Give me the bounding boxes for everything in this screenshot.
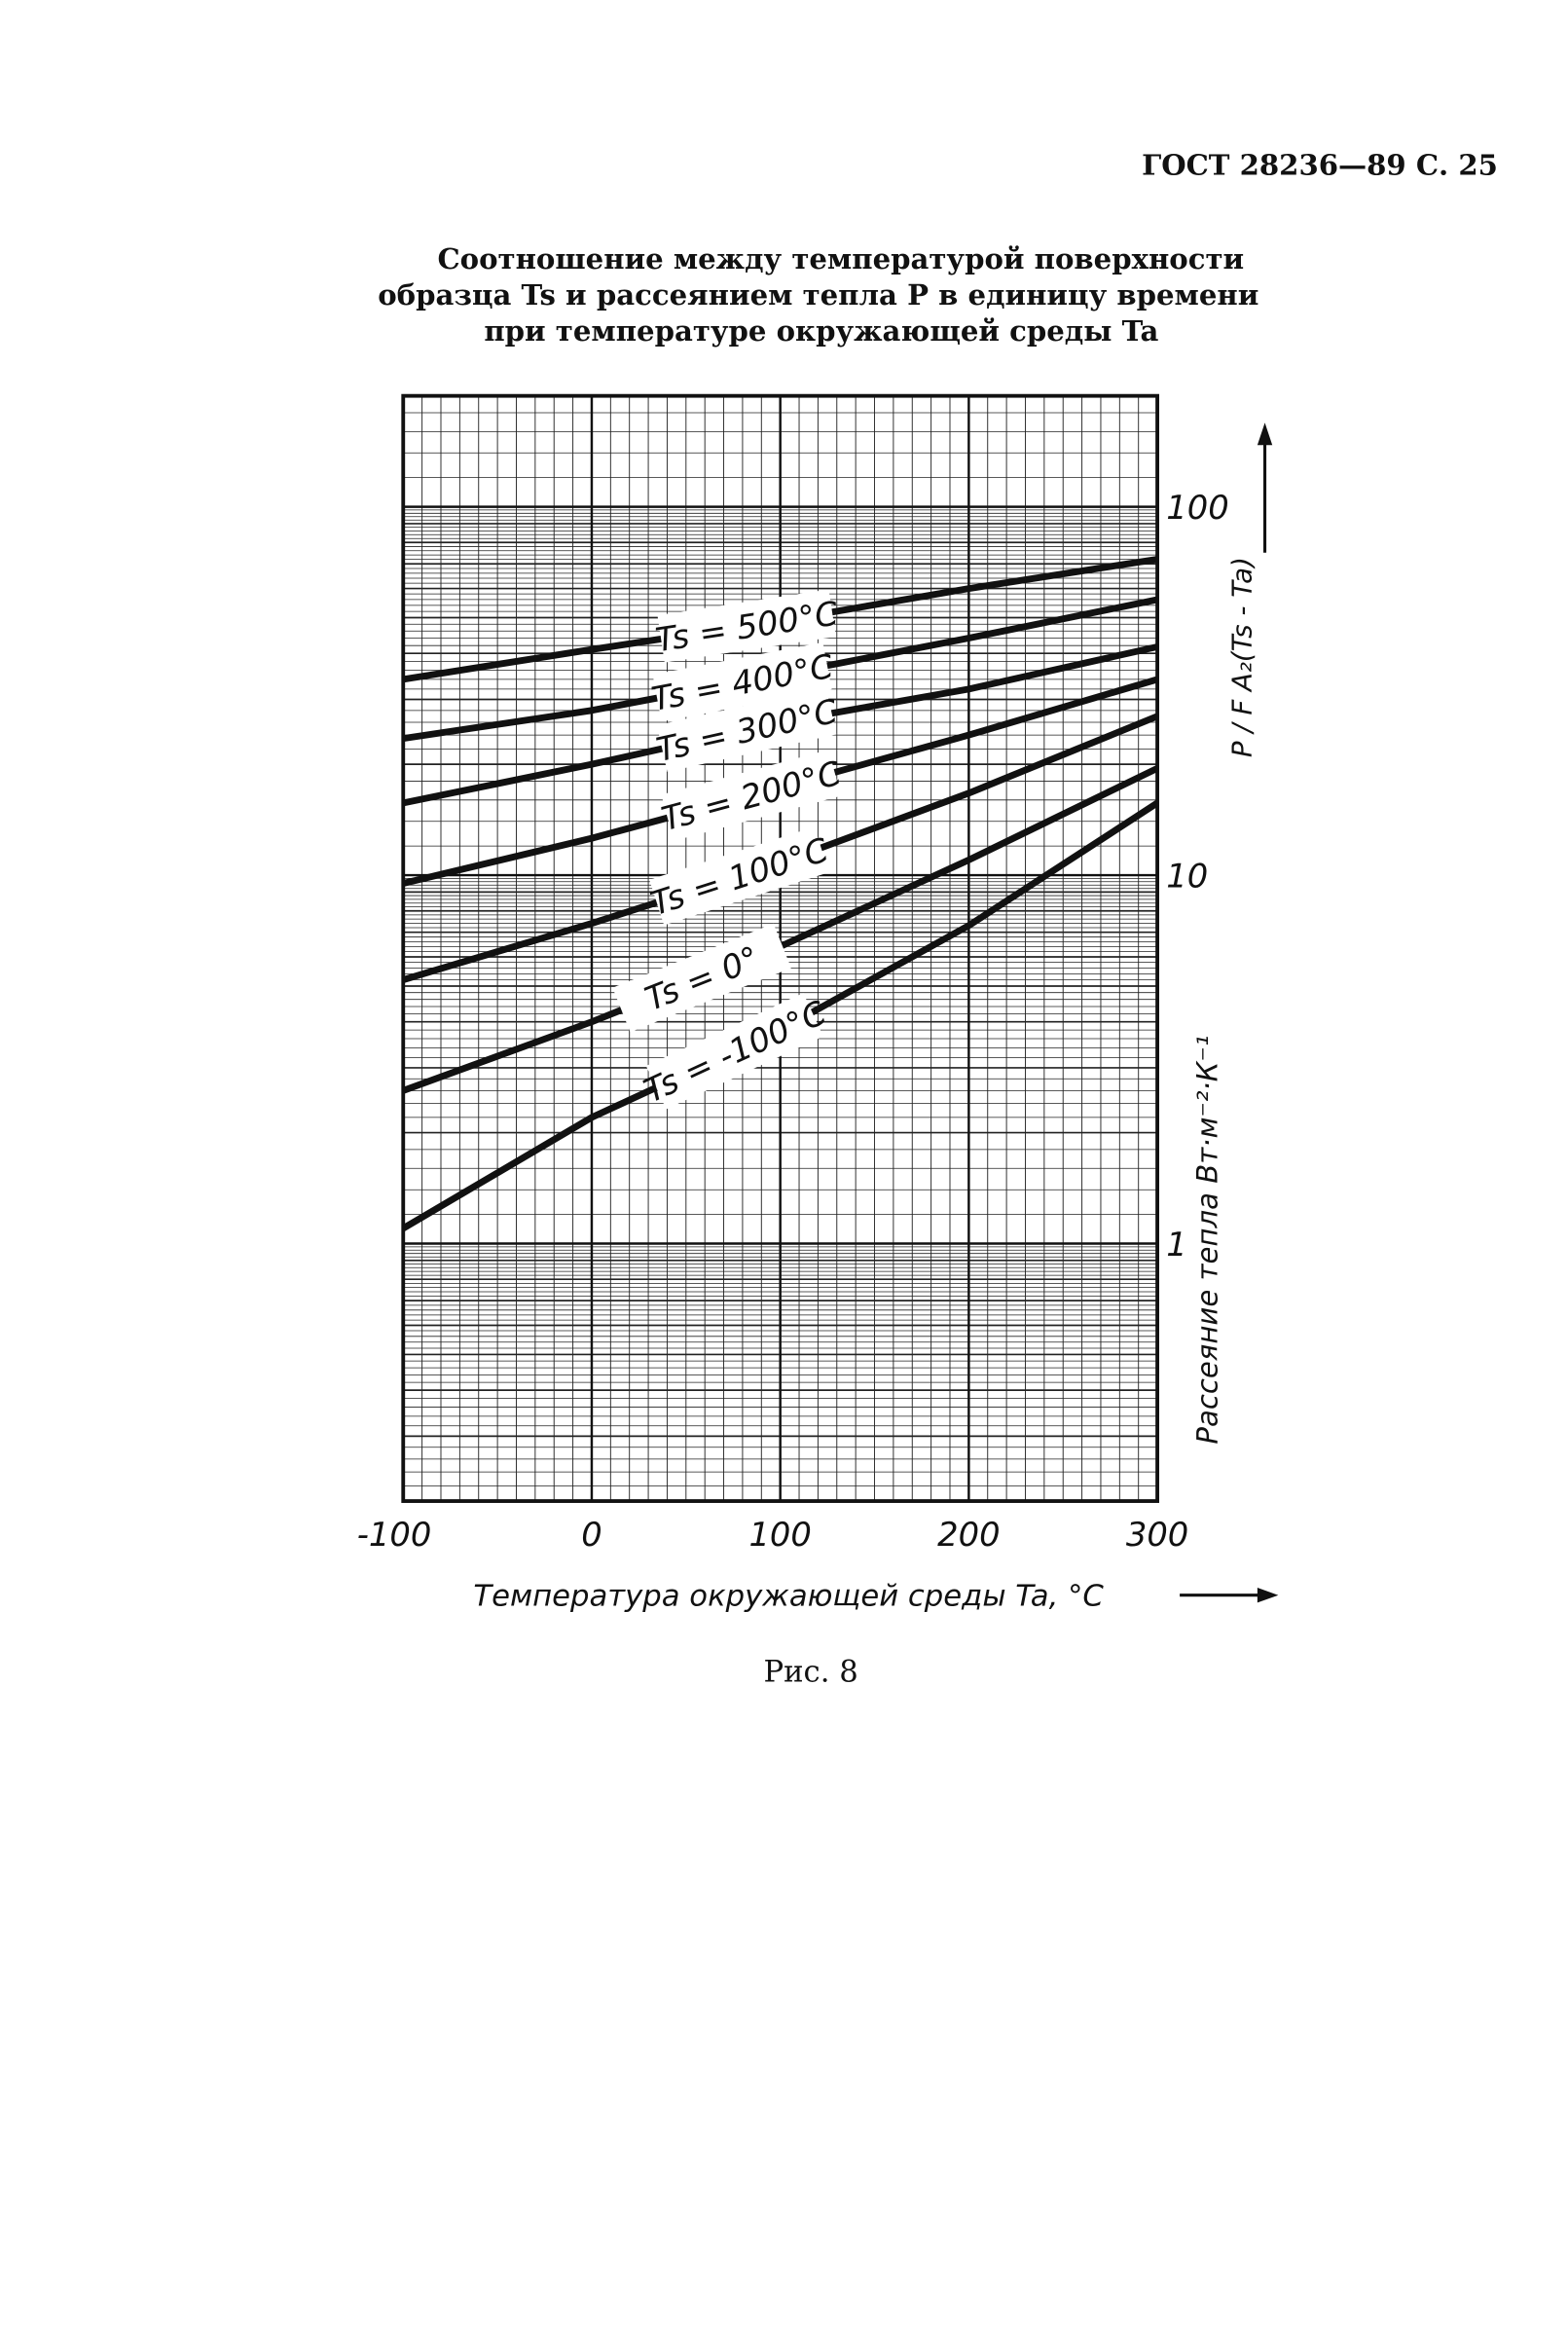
- label-background: [649, 826, 829, 926]
- label-background: [612, 923, 791, 1033]
- y-axis-formula: P / F A₂(Ts - Ta): [1226, 557, 1258, 757]
- label-background: [657, 589, 836, 663]
- title-line: Соотношение между температурой поверхнос…: [437, 242, 1244, 275]
- x-tick-label: -100: [357, 1516, 432, 1554]
- x-tick-label: 100: [748, 1516, 811, 1554]
- label-background: [656, 687, 837, 772]
- label-background: [652, 641, 832, 722]
- label-background: [661, 750, 842, 841]
- y-arrowhead: [1257, 422, 1273, 446]
- y-tick-label: 10: [1166, 857, 1208, 895]
- x-axis-label: Температура окружающей среды Ta, °С: [473, 1579, 1104, 1613]
- x-tick-label: 0: [581, 1516, 602, 1554]
- title-line: образца Ts и рассеянием тепла P в единиц…: [378, 278, 1258, 311]
- y-axis-label: Рассеяние тепла Вт·м⁻²·К⁻¹: [1190, 1035, 1223, 1444]
- label-background: [645, 993, 823, 1110]
- x-arrowhead: [1257, 1588, 1279, 1603]
- figure-caption: Рис. 8: [763, 1656, 857, 1690]
- x-tick-label: 300: [1126, 1516, 1188, 1554]
- plot-frame: [401, 393, 1159, 1503]
- y-tick-label: 100: [1166, 489, 1228, 527]
- y-tick-label: 1: [1166, 1226, 1186, 1264]
- page-header: ГОСТ 28236—89 С. 25: [1142, 149, 1498, 182]
- title-line: при температуре окружающей среды Ta: [484, 314, 1158, 348]
- x-tick-label: 200: [937, 1516, 1000, 1554]
